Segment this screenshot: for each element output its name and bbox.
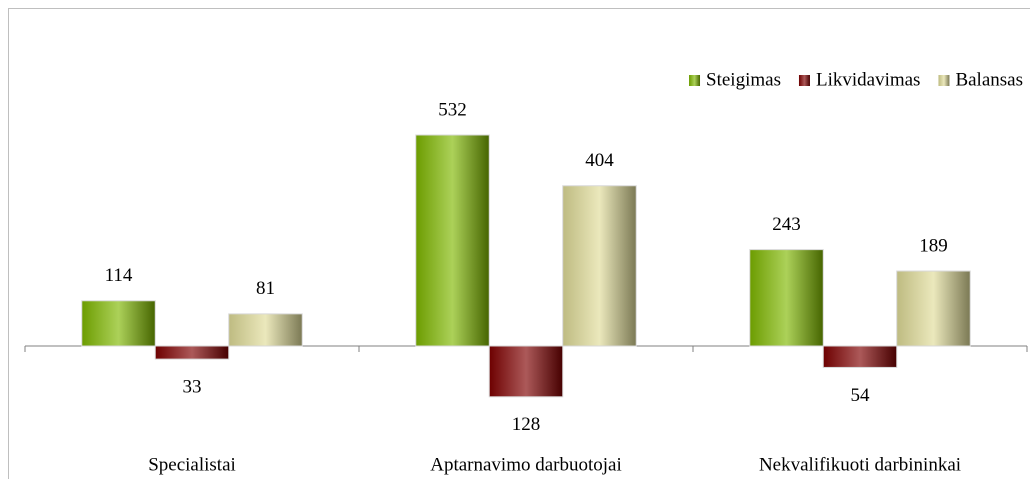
data-label: 189 [919, 235, 948, 256]
data-label: 114 [105, 265, 133, 286]
chart-frame [8, 8, 1030, 479]
legend-label: Steigimas [706, 69, 781, 90]
data-label: 128 [512, 414, 541, 435]
legend-swatch [798, 75, 810, 86]
data-label: 532 [438, 99, 467, 120]
data-label: 33 [183, 376, 202, 397]
bar [822, 345, 898, 368]
bar [562, 185, 637, 347]
data-label: 243 [772, 214, 801, 235]
data-label: 404 [585, 150, 614, 171]
bar [81, 300, 156, 347]
bar [415, 134, 490, 347]
bar [896, 270, 971, 347]
x-tick-label: Nekvalifikuoti darbininkai [759, 454, 961, 475]
legend-label: Balansas [955, 69, 1023, 90]
data-label: 81 [256, 278, 275, 299]
data-label: 54 [851, 385, 871, 406]
legend-swatch [938, 75, 950, 86]
bar [749, 249, 824, 347]
legend-label: Likvidavimas [816, 69, 920, 90]
x-tick-label: Specialistai [148, 454, 236, 475]
bar [228, 313, 303, 347]
x-tick-label: Aptarnavimo darbuotojai [430, 454, 622, 475]
bar [488, 345, 564, 398]
legend-swatch [689, 75, 701, 86]
bar [154, 345, 230, 360]
